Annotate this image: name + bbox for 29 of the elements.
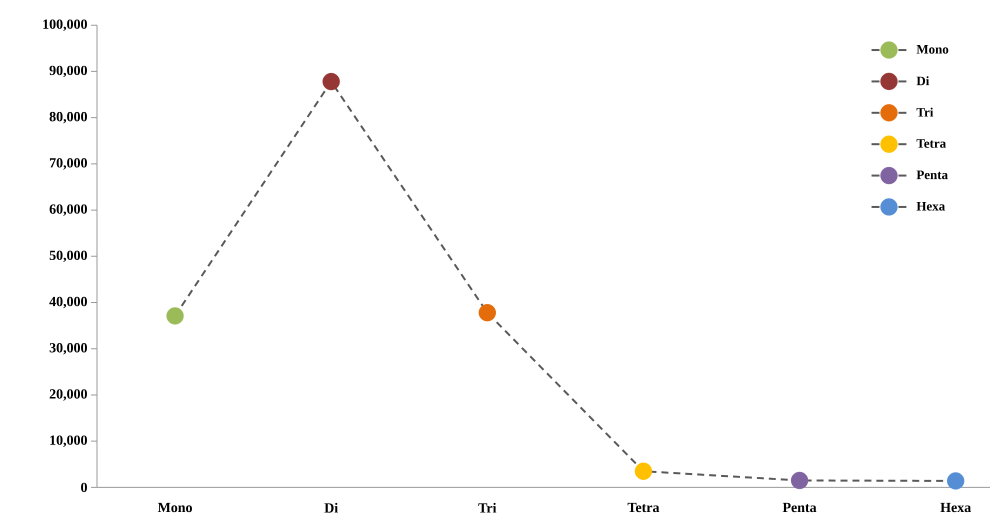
y-tick-label: 80,000 bbox=[50, 112, 87, 124]
y-tick-label: 60,000 bbox=[50, 204, 87, 216]
y-tick-label: 90,000 bbox=[50, 66, 87, 78]
y-tick-label: 50,000 bbox=[50, 250, 87, 262]
x-tick-label: Di bbox=[324, 502, 338, 513]
legend-label: Mono bbox=[916, 45, 948, 54]
legend-label: Tetra bbox=[916, 139, 946, 148]
x-tick-label: Tri bbox=[478, 502, 496, 513]
y-tick-label: 100,000 bbox=[43, 19, 87, 31]
point bbox=[322, 72, 340, 90]
y-tick-label: 40,000 bbox=[49, 296, 87, 308]
legend-label: Hexa bbox=[916, 202, 945, 211]
point bbox=[947, 472, 964, 490]
x-tick-label: Hexa bbox=[940, 502, 971, 512]
x-tick-label: Tetra bbox=[628, 502, 660, 512]
y-tick-label: 70,000 bbox=[50, 158, 87, 170]
point bbox=[634, 462, 652, 480]
y-tick-label: 0 bbox=[81, 482, 87, 492]
point bbox=[478, 304, 496, 322]
point bbox=[166, 307, 184, 325]
legend-label: Di bbox=[916, 76, 930, 86]
legend-label: Tri bbox=[916, 108, 934, 117]
point bbox=[790, 472, 808, 490]
x-tick-label: Mono bbox=[158, 502, 192, 512]
y-tick-label: 20,000 bbox=[50, 389, 87, 401]
x-tick-label: Penta bbox=[782, 502, 816, 512]
y-tick-label: 10,000 bbox=[50, 435, 87, 447]
y-tick-label: 30,000 bbox=[50, 343, 87, 354]
legend-label: Penta bbox=[916, 170, 948, 180]
